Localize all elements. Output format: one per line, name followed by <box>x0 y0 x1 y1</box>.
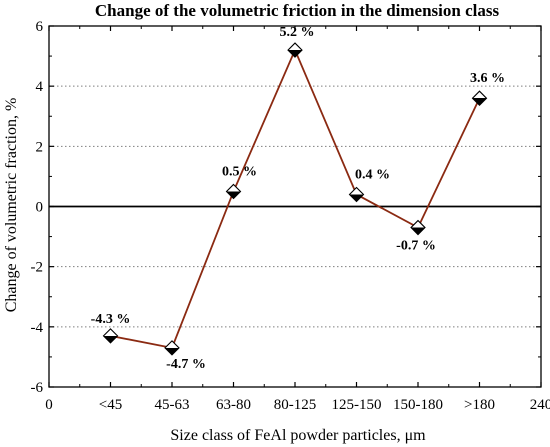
y-tick-label: 6 <box>36 19 44 35</box>
data-label: -4.7 % <box>166 357 206 372</box>
data-label: 0.4 % <box>355 167 390 182</box>
x-tick-label: >180 <box>464 397 495 413</box>
y-tick-label: 2 <box>36 139 44 155</box>
series-line <box>110 47 481 349</box>
x-tick-label: 80-125 <box>274 397 317 413</box>
x-tick-label: <45 <box>99 397 122 413</box>
x-tick-label: 0 <box>45 397 53 413</box>
y-tick-label: 4 <box>36 79 44 95</box>
data-point <box>471 90 488 106</box>
x-tick-label: 45-63 <box>155 397 190 413</box>
data-point <box>102 328 119 344</box>
data-label: 0.5 % <box>222 164 257 179</box>
x-tick-label: 63-80 <box>216 397 251 413</box>
data-label: -0.7 % <box>396 239 436 254</box>
x-tick-label: 150-180 <box>393 397 443 413</box>
data-label: 5.2 % <box>280 25 315 40</box>
data-point <box>164 340 180 356</box>
x-axis-label: Size class of FeAl powder particles, μm <box>170 427 426 444</box>
data-point <box>287 42 303 58</box>
chart-title: Change of the volumetric friction in the… <box>95 1 500 20</box>
data-label: 3.6 % <box>470 71 505 86</box>
data-point <box>225 183 242 200</box>
data-point <box>410 219 426 236</box>
y-tick-label: -6 <box>31 380 44 396</box>
y-tick-label: -4 <box>31 320 44 336</box>
y-tick-label: -2 <box>31 260 44 276</box>
x-tick-label: 125-150 <box>332 397 382 413</box>
data-label: -4.3 % <box>91 312 131 327</box>
x-tick-label: 240 <box>530 397 550 413</box>
data-point <box>348 186 365 203</box>
plot-area: -6 -4 -2 0 2 4 6 0 <45 45-63 63-80 80-125 125-150 150… <box>31 19 550 413</box>
y-tick-label: 0 <box>36 200 44 216</box>
y-axis-label: Change of volumetric fraction, % <box>3 98 20 313</box>
